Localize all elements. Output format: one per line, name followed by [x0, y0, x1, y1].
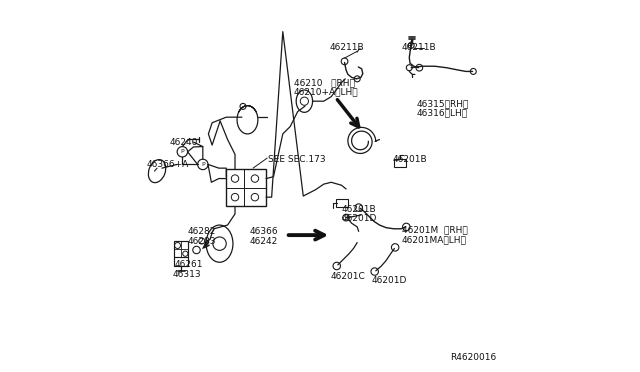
Text: 46211B: 46211B	[330, 43, 364, 52]
Text: 46282: 46282	[188, 227, 216, 236]
Text: 46366: 46366	[250, 227, 278, 236]
Text: 46210   〈RH〉: 46210 〈RH〉	[294, 78, 355, 87]
Text: 46242: 46242	[250, 237, 278, 246]
Text: 46211B: 46211B	[401, 43, 436, 52]
Text: 46313: 46313	[172, 270, 201, 279]
Text: 46366+A: 46366+A	[147, 160, 189, 169]
Text: 46210+A〈LH〉: 46210+A〈LH〉	[294, 88, 358, 97]
Text: P: P	[180, 149, 184, 154]
FancyBboxPatch shape	[337, 199, 348, 207]
Text: P: P	[201, 162, 205, 167]
Text: 46283: 46283	[188, 237, 216, 246]
FancyBboxPatch shape	[394, 159, 406, 167]
Text: 46261: 46261	[174, 260, 203, 269]
Text: 46201M  〈RH〉: 46201M 〈RH〉	[402, 225, 468, 234]
Bar	[227, 169, 266, 206]
Bar	[174, 241, 188, 257]
Text: 46315〈RH〉: 46315〈RH〉	[417, 99, 469, 108]
Text: 46316〈LH〉: 46316〈LH〉	[417, 109, 468, 118]
Text: 46201D: 46201D	[371, 276, 406, 285]
Text: R4620016: R4620016	[451, 353, 497, 362]
Text: 46201D: 46201D	[342, 214, 377, 223]
Text: 46201B: 46201B	[342, 205, 376, 214]
Text: 46201MA〈LH〉: 46201MA〈LH〉	[402, 235, 467, 244]
Text: 46201B: 46201B	[392, 155, 427, 164]
Text: 46240: 46240	[170, 138, 198, 147]
Text: SEE SEC.173: SEE SEC.173	[268, 155, 326, 164]
Text: 46201C: 46201C	[330, 272, 365, 280]
